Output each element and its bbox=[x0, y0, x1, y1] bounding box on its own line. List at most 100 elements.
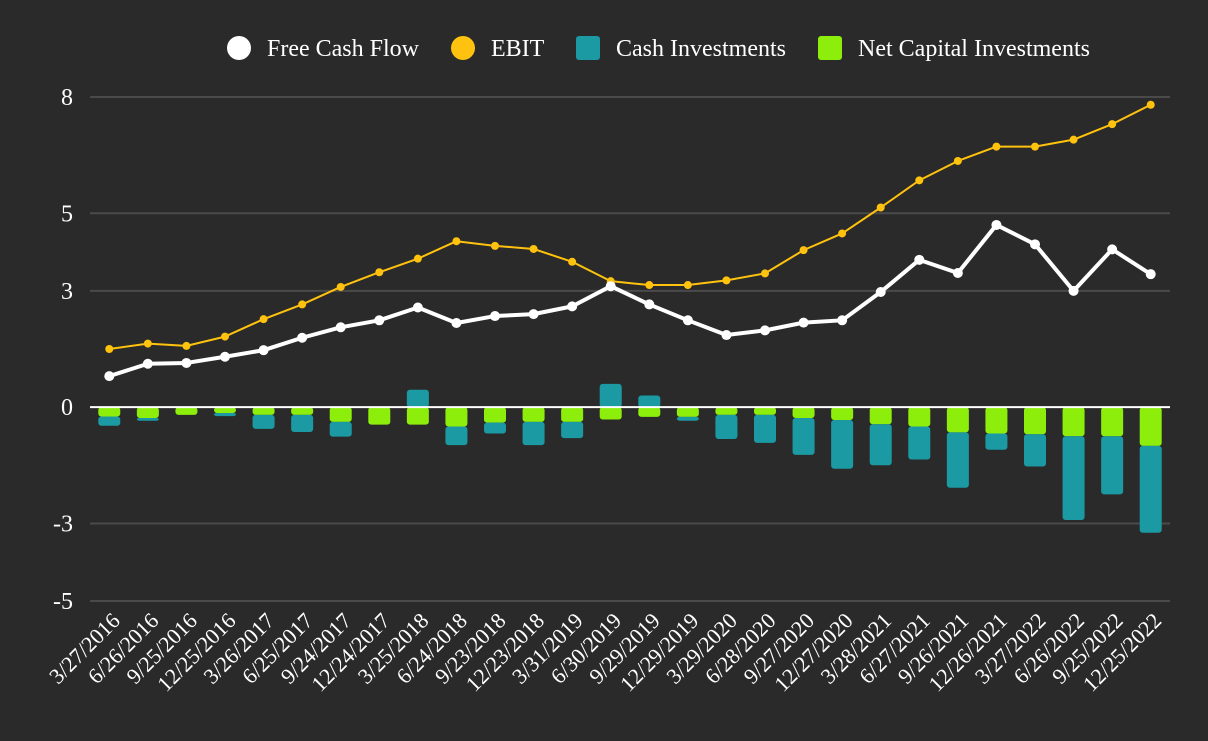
net-capital-investments-bar[interactable] bbox=[869, 407, 892, 425]
ebit-point[interactable] bbox=[1031, 142, 1039, 151]
net-capital-investments-bar[interactable] bbox=[985, 407, 1008, 434]
ebit-point[interactable] bbox=[529, 244, 538, 253]
ebit-point[interactable] bbox=[838, 229, 847, 238]
ebit-point[interactable] bbox=[1069, 135, 1078, 144]
net-capital-investments-bar[interactable] bbox=[329, 407, 352, 422]
net-capital-investments-bar[interactable] bbox=[252, 407, 275, 415]
ebit-point[interactable] bbox=[259, 315, 268, 324]
free-cash-flow-point[interactable] bbox=[181, 357, 192, 368]
free-cash-flow-point[interactable] bbox=[567, 301, 578, 312]
free-cash-flow-point[interactable] bbox=[952, 268, 963, 279]
cash-investments-bar[interactable] bbox=[291, 414, 314, 432]
net-capital-investments-bar[interactable] bbox=[484, 407, 506, 423]
legend-label[interactable]: Cash Investments bbox=[616, 36, 786, 62]
net-capital-investments-bar[interactable] bbox=[561, 407, 584, 422]
free-cash-flow-point[interactable] bbox=[297, 332, 308, 343]
net-capital-investments-bar[interactable] bbox=[1062, 407, 1085, 437]
net-capital-investments-bar[interactable] bbox=[522, 407, 545, 422]
net-capital-investments-bar[interactable] bbox=[1101, 407, 1124, 437]
free-cash-flow-point[interactable] bbox=[760, 325, 770, 336]
net-capital-investments-bar[interactable] bbox=[175, 407, 198, 415]
free-cash-flow-point[interactable] bbox=[991, 219, 1002, 230]
free-cash-flow-point[interactable] bbox=[528, 309, 539, 320]
ebit-point[interactable] bbox=[799, 246, 808, 255]
cash-investments-bar[interactable] bbox=[869, 424, 892, 466]
free-cash-flow-point[interactable] bbox=[875, 287, 886, 298]
free-cash-flow-point[interactable] bbox=[1145, 269, 1156, 280]
ebit-point[interactable] bbox=[568, 257, 577, 266]
free-cash-flow-point[interactable] bbox=[798, 317, 809, 328]
cash-investments-bar[interactable] bbox=[406, 389, 429, 408]
net-capital-investments-bar[interactable] bbox=[715, 407, 738, 415]
ebit-point[interactable] bbox=[1108, 120, 1117, 129]
ebit-point[interactable] bbox=[876, 203, 885, 212]
cash-investments-bar[interactable] bbox=[1139, 445, 1162, 533]
free-cash-flow-point[interactable] bbox=[1107, 244, 1118, 255]
cash-investments-bar[interactable] bbox=[1101, 436, 1124, 495]
free-cash-flow-point[interactable] bbox=[335, 322, 346, 333]
ebit-point[interactable] bbox=[992, 142, 1001, 151]
cash-investments-bar[interactable] bbox=[214, 412, 236, 417]
cash-investments-bar[interactable] bbox=[445, 426, 468, 446]
net-capital-investments-bar[interactable] bbox=[676, 407, 699, 417]
free-cash-flow-point[interactable] bbox=[682, 315, 693, 326]
ebit-point[interactable] bbox=[915, 176, 924, 185]
ebit-point[interactable] bbox=[182, 341, 191, 350]
cash-investments-bar[interactable] bbox=[252, 414, 275, 429]
free-cash-flow-point[interactable] bbox=[837, 315, 848, 326]
ebit-point[interactable] bbox=[105, 345, 114, 353]
net-capital-investments-bar[interactable] bbox=[406, 407, 429, 425]
cash-investments-bar[interactable] bbox=[484, 422, 506, 434]
cash-investments-bar[interactable] bbox=[522, 421, 545, 446]
net-capital-investments-bar[interactable] bbox=[599, 407, 622, 420]
ebit-point[interactable] bbox=[1146, 100, 1155, 109]
legend-label[interactable]: EBIT bbox=[491, 36, 545, 62]
ebit-point[interactable] bbox=[953, 156, 962, 165]
net-capital-investments-bar[interactable] bbox=[214, 407, 236, 413]
free-cash-flow-point[interactable] bbox=[721, 330, 732, 341]
net-capital-investments-bar[interactable] bbox=[946, 407, 969, 433]
cash-investments-bar[interactable] bbox=[329, 421, 352, 437]
legend-label[interactable]: Net Capital Investments bbox=[858, 36, 1090, 62]
ebit-point[interactable] bbox=[452, 237, 461, 246]
ebit-point[interactable] bbox=[298, 300, 307, 309]
net-capital-investments-bar[interactable] bbox=[136, 407, 159, 419]
free-cash-flow-point[interactable] bbox=[104, 371, 115, 382]
free-cash-flow-point[interactable] bbox=[644, 299, 655, 310]
ebit-point[interactable] bbox=[375, 268, 384, 277]
free-cash-flow-point[interactable] bbox=[374, 315, 385, 326]
ebit-point[interactable] bbox=[722, 276, 731, 285]
net-capital-investments-bar[interactable] bbox=[291, 407, 314, 415]
cash-investments-bar[interactable] bbox=[908, 426, 931, 460]
cash-investments-bar[interactable] bbox=[599, 383, 622, 408]
net-capital-investments-bar[interactable] bbox=[1024, 407, 1046, 435]
net-capital-investments-bar[interactable] bbox=[908, 407, 931, 427]
legend[interactable]: Free Cash Flow EBIT Cash Investments Net Ca… bbox=[227, 36, 1090, 62]
free-cash-flow-point[interactable] bbox=[605, 281, 616, 292]
cash-investments-bar[interactable] bbox=[136, 418, 159, 421]
free-cash-flow-point[interactable] bbox=[1030, 239, 1040, 250]
free-cash-flow-point[interactable] bbox=[914, 254, 925, 265]
cash-investments-bar[interactable] bbox=[946, 432, 969, 488]
net-capital-investments-bar[interactable] bbox=[98, 407, 121, 417]
cash-investments-bar[interactable] bbox=[676, 416, 699, 421]
ebit-point[interactable] bbox=[143, 339, 152, 348]
net-capital-investments-bar[interactable] bbox=[368, 407, 391, 425]
ebit-point[interactable] bbox=[221, 332, 229, 341]
free-cash-flow-point[interactable] bbox=[220, 351, 230, 362]
net-capital-investments-bar[interactable] bbox=[638, 407, 661, 417]
ebit-point[interactable] bbox=[761, 269, 769, 278]
free-cash-flow-point[interactable] bbox=[258, 345, 269, 356]
ebit-point[interactable] bbox=[683, 281, 692, 290]
net-capital-investments-bar[interactable] bbox=[445, 407, 468, 427]
legend-label[interactable]: Free Cash Flow bbox=[267, 36, 420, 62]
cash-investments-bar[interactable] bbox=[1024, 434, 1046, 467]
free-cash-flow-point[interactable] bbox=[142, 358, 153, 369]
net-capital-investments-bar[interactable] bbox=[792, 407, 815, 419]
cash-investments-bar[interactable] bbox=[715, 414, 738, 439]
cash-investments-bar[interactable] bbox=[1062, 436, 1085, 520]
cash-investments-bar[interactable] bbox=[638, 395, 661, 408]
cash-investments-bar[interactable] bbox=[754, 414, 776, 443]
cash-investments-bar[interactable] bbox=[985, 433, 1008, 450]
net-capital-investments-bar[interactable] bbox=[754, 407, 776, 415]
